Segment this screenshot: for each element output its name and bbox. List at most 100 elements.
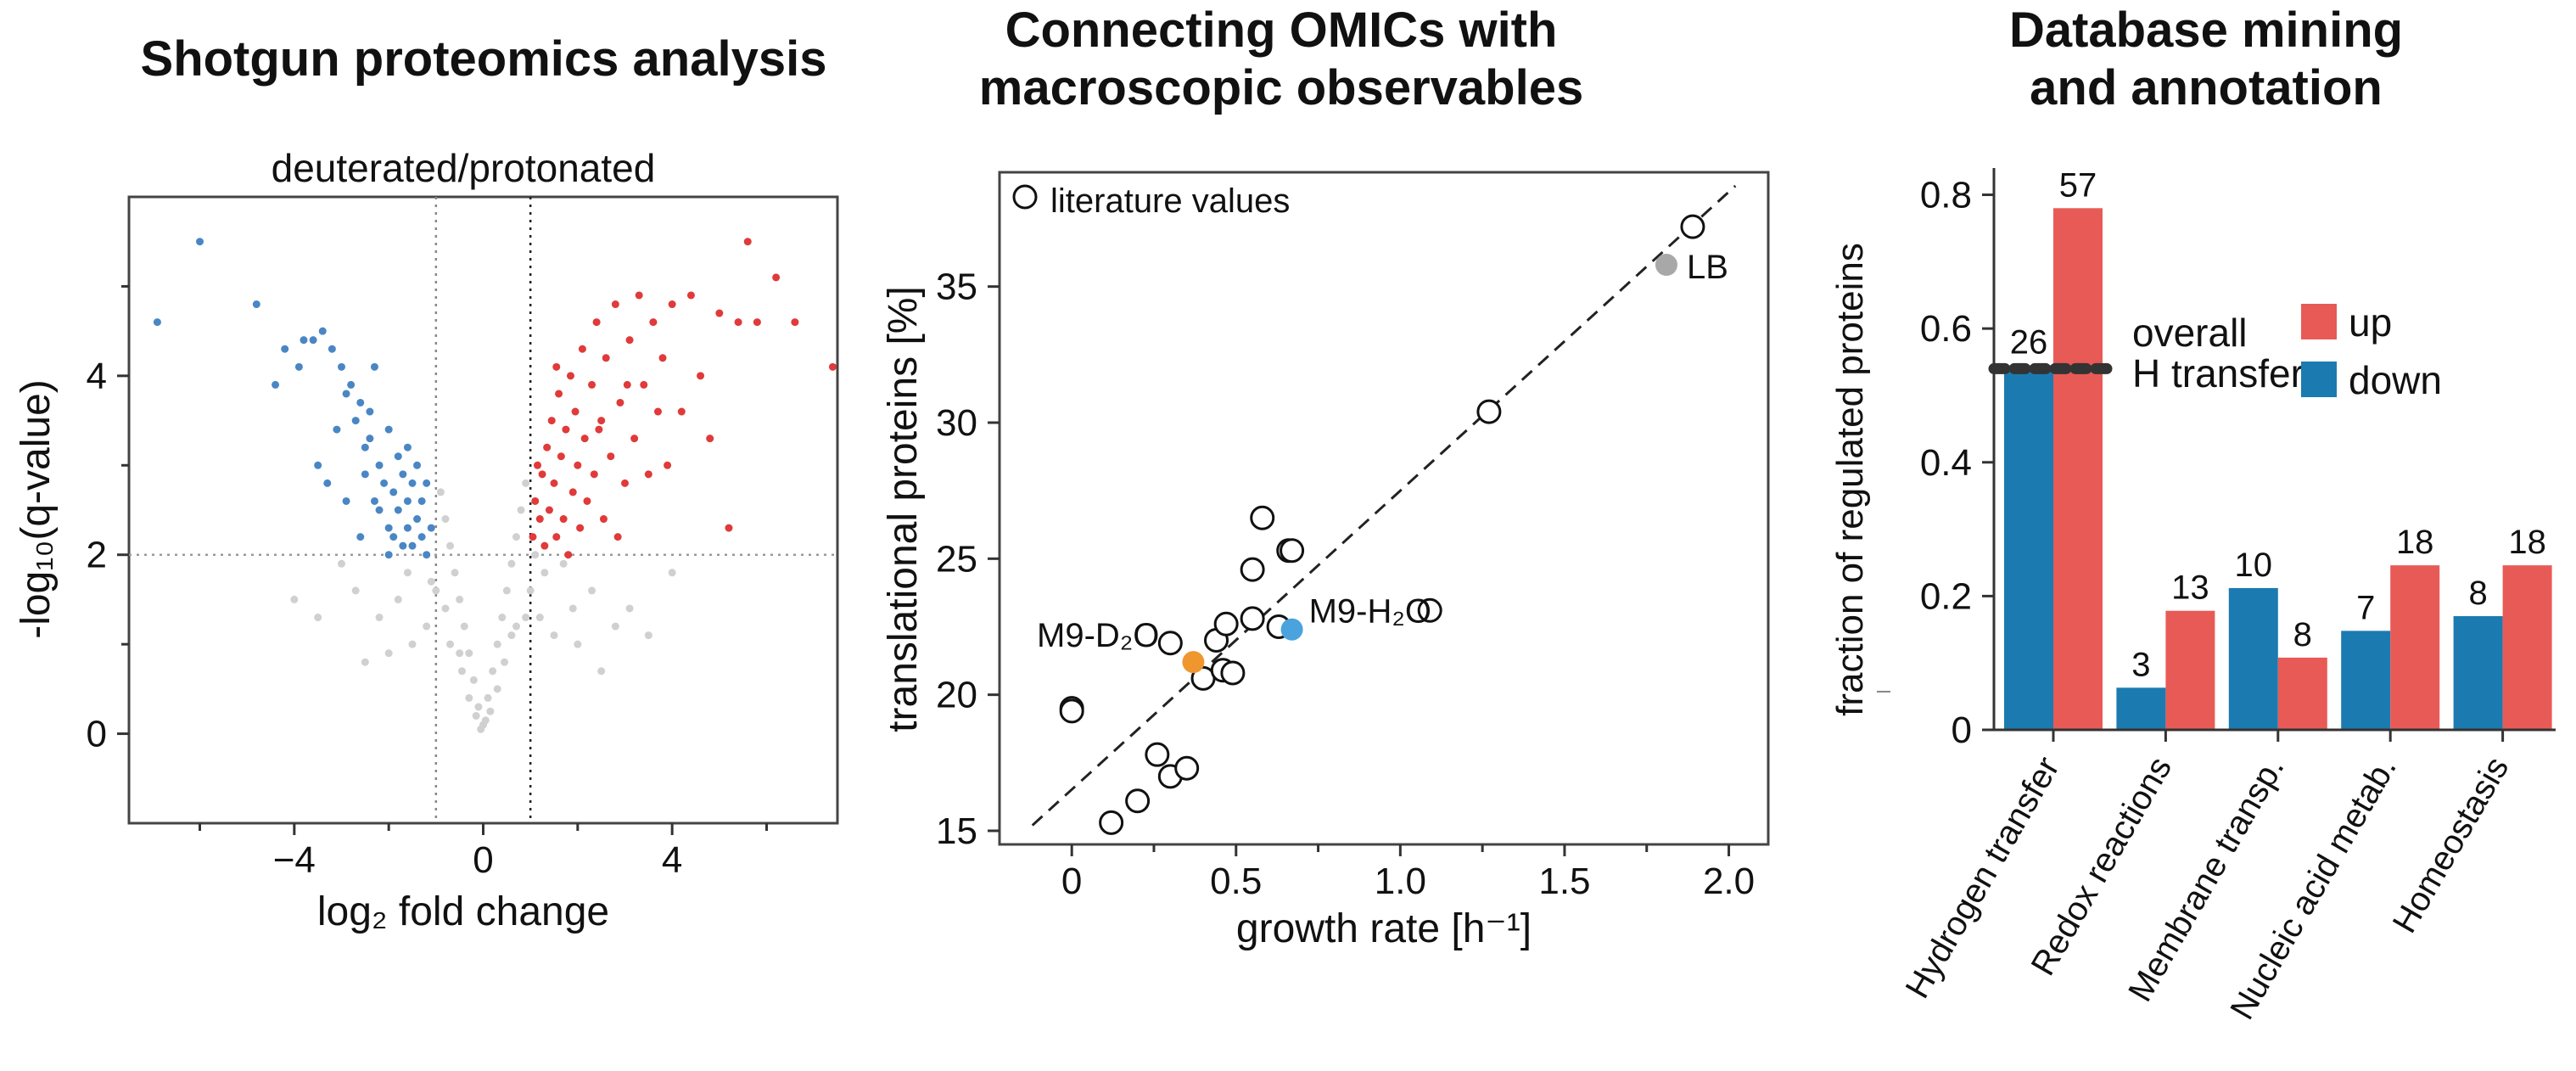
legend-label-literature: literature values [1050, 182, 1290, 220]
literature-point [1213, 611, 1239, 636]
volcano-point [540, 569, 549, 577]
volcano-point [677, 407, 686, 416]
volcano-point [351, 417, 360, 425]
volcano-point [725, 524, 733, 532]
bar-count-label: 57 [2059, 166, 2097, 204]
volcano-point [375, 614, 384, 622]
volcano-point [366, 435, 374, 443]
volcano-point [559, 559, 568, 568]
volcano-point [153, 318, 161, 327]
volcano-point [706, 435, 714, 443]
volcano-point [413, 461, 422, 469]
volcano-point [481, 716, 490, 725]
volcano-point [318, 327, 327, 335]
volcano-point [460, 622, 468, 631]
volcano-point [531, 551, 540, 559]
literature-points [1059, 214, 1705, 835]
bar-series: 26 57 3 13 10 8 7 18 8 18 [2004, 166, 2552, 731]
title-c-line-2: and annotation [2030, 60, 2383, 115]
volcano-point [568, 604, 577, 613]
volcano-point [338, 559, 345, 568]
volcano-point [432, 586, 440, 595]
volcano-point [394, 506, 402, 514]
growth-y-ticks: 15 20 25 30 35 [936, 266, 1000, 852]
volcano-point [623, 380, 631, 389]
volcano-point [590, 470, 598, 479]
volcano-point [562, 425, 570, 434]
y-tick-label: 25 [936, 538, 977, 580]
x-tick-label: 1.0 [1375, 861, 1426, 902]
volcano-point [507, 631, 516, 640]
bar-count-label: 8 [2293, 616, 2312, 653]
growth-plot-frame [998, 171, 1770, 846]
volcano-point [828, 362, 837, 371]
bar-count-label: 18 [2396, 524, 2434, 561]
y-tick-label: 20 [936, 675, 977, 716]
bar-count-label: 18 [2508, 524, 2546, 561]
y-tick-label: 15 [936, 810, 977, 852]
volcano-point [457, 667, 466, 676]
volcano-point [568, 488, 577, 496]
volcano-point [427, 577, 435, 586]
panel-a-title: Shotgun proteomics analysis [140, 31, 827, 87]
literature-point [1099, 810, 1124, 835]
volcano-point [621, 479, 629, 487]
volcano-point [408, 640, 417, 648]
volcano-point [300, 336, 308, 345]
volcano-point [640, 380, 648, 389]
volcano-plot: deuterated/protonated −4 0 4 0 2 4 log₂ fold… [14, 146, 839, 934]
volcano-point [403, 524, 412, 532]
growth-scatter-plot: M9-D₂O M9-H₂O LB literature values 0 0.5 1.0… [881, 171, 1770, 951]
volcano-point [576, 524, 585, 532]
volcano-point [356, 398, 365, 407]
volcano-point [538, 470, 546, 479]
volcano-point [559, 515, 568, 524]
volcano-point [697, 372, 705, 380]
x-tick-label: 0 [1061, 861, 1082, 902]
y-tick-label: 0.6 [1920, 308, 1972, 350]
volcano-point [531, 496, 540, 505]
bar-up [2165, 610, 2215, 730]
volcano-point [281, 345, 289, 353]
volcano-point [384, 551, 393, 559]
volcano-point [535, 614, 544, 622]
volcano-point [580, 435, 589, 443]
volcano-point [535, 515, 544, 524]
x-tick-label: 4 [662, 839, 682, 881]
literature-point [1174, 755, 1200, 781]
highlighted-points: M9-D₂O M9-H₂O LB [1037, 249, 1728, 674]
volcano-point [477, 725, 485, 733]
fit-line [1031, 184, 1737, 827]
volcano-point [484, 693, 492, 702]
volcano-point [547, 417, 556, 425]
panel-b-title: Connecting OMICs with macroscopic observa… [925, 2, 1638, 117]
volcano-point [564, 551, 573, 559]
volcano-point [486, 707, 495, 715]
legend-swatch-up [2301, 304, 2337, 339]
highlight-label: M9-D₂O [1037, 617, 1159, 654]
volcano-point [493, 685, 501, 693]
volcano-point [361, 470, 369, 479]
bar-count-label: 10 [2235, 547, 2273, 584]
volcano-plot-title: deuterated/protonated [272, 146, 656, 190]
volcano-point [399, 541, 407, 550]
volcano-point [552, 533, 561, 541]
volcano-point [653, 407, 662, 416]
volcano-point [361, 443, 369, 451]
title-c-line-1: Database mining [2008, 3, 2404, 58]
title-b-line-2: macroscopic observables [978, 60, 1584, 115]
volcano-point [658, 354, 667, 362]
volcano-point [389, 533, 398, 541]
volcano-point [403, 443, 412, 451]
volcano-point [522, 614, 530, 622]
volcano-point [625, 604, 634, 613]
volcano-point [465, 693, 473, 702]
volcano-point [592, 318, 601, 327]
volcano-point [375, 506, 384, 514]
volcano-point [616, 398, 624, 407]
volcano-point [294, 362, 303, 371]
volcano-point [555, 390, 563, 398]
volcano-point [333, 425, 341, 434]
